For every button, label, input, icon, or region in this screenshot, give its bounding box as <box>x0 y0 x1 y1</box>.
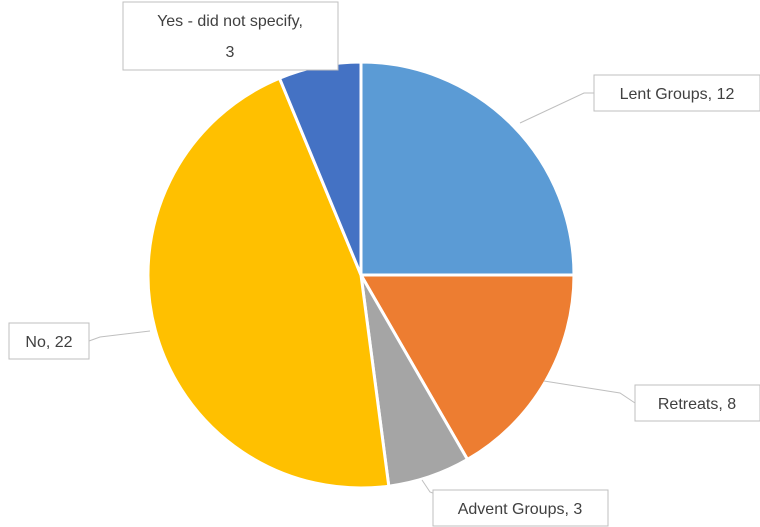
data-label-advent-groups-text: Advent Groups, 3 <box>458 501 583 518</box>
leader-line-retreats <box>543 380 636 404</box>
data-label-no: No, 22 <box>8 322 90 360</box>
data-label-lent-groups: Lent Groups, 12 <box>593 74 760 112</box>
pie-slice-no <box>146 76 391 490</box>
data-label-lent-groups-text: Lent Groups, 12 <box>620 86 735 103</box>
data-label-yes-line-1: Yes - did not specify, <box>157 13 303 30</box>
leader-line-no <box>88 330 151 342</box>
pie-slices <box>146 60 576 490</box>
data-label-advent-groups: Advent Groups, 3 <box>432 489 609 527</box>
data-label-no-text: No, 22 <box>25 334 72 351</box>
leader-line-lent-groups <box>519 92 594 124</box>
data-label-retreats-text: Retreats, 8 <box>658 396 736 413</box>
data-label-retreats: Retreats, 8 <box>634 384 760 422</box>
data-label-yes-line-2: 3 <box>226 44 235 61</box>
data-label-yes-did-not-specify: Yes - did not specify, 3 <box>122 1 339 71</box>
leader-lines <box>88 92 636 496</box>
pie-slice-lent-groups <box>359 60 576 277</box>
